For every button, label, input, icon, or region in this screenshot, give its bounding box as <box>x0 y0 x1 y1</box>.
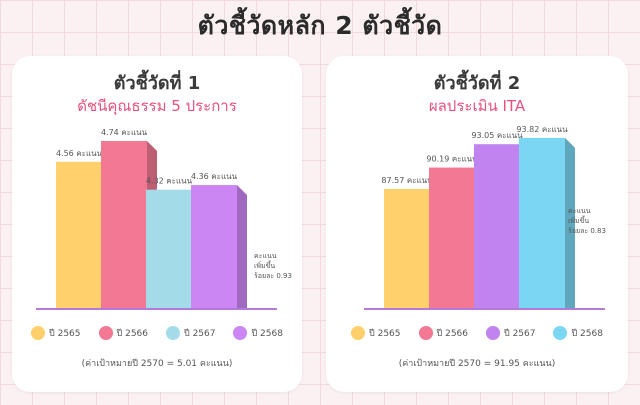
legend-label: ปี 2566 <box>436 329 468 339</box>
bar-front <box>56 161 102 308</box>
note-line: คะแนน <box>254 252 277 260</box>
legend-item: ปี 2568 <box>233 326 283 340</box>
bar-value-label: 93.82 คะแนน <box>516 125 568 134</box>
chart-subtitle: ดัชนีคุณธรรม 5 ประการ <box>77 97 237 115</box>
note-line: คะแนน <box>568 207 591 215</box>
legend-label: ปี 2566 <box>116 329 148 339</box>
legend-swatch <box>98 326 113 340</box>
legend-item: ปี 2566 <box>98 326 148 340</box>
bar-value-label: 4.74 คะแนน <box>101 128 148 137</box>
legend: ปี 2565 ปี 2566 ปี 2567 ปี 2568 <box>12 326 302 340</box>
chart-subtitle: ผลประเมิน ITA <box>428 97 526 115</box>
note-line: เพิ่มขึ้น <box>568 217 590 225</box>
legend-label: ปี 2565 <box>369 329 401 339</box>
bar-front <box>191 185 237 308</box>
bar-side <box>237 185 247 308</box>
bar <box>101 140 157 308</box>
bar-front <box>146 189 192 308</box>
bar-value-label: 4.56 คะแนน <box>56 149 103 158</box>
bar-front <box>384 188 430 308</box>
bar-value-label: 93.05 คะแนน <box>471 131 523 140</box>
bar-front <box>101 140 147 308</box>
indicator-card-2: ตัวชี้วัดที่ 2 ผลประเมิน ITA 87.57 คะแนน… <box>326 56 628 392</box>
legend-item: ปี 2567 <box>166 326 215 340</box>
note-line: เพิ่มขึ้น <box>254 262 276 270</box>
note-line: ร้อยละ 0.83 <box>568 227 606 235</box>
legend-item: ปี 2565 <box>351 326 401 340</box>
page-title: ตัวชี้วัดหลัก 2 ตัวชี้วัด <box>197 11 443 40</box>
legend-swatch <box>486 326 500 340</box>
legend-item: ปี 2566 <box>418 326 468 340</box>
chart-title: ตัวชี้วัดที่ 1 <box>113 73 201 94</box>
note-line: ร้อยละ 0.93 <box>254 272 292 280</box>
legend-swatch <box>31 326 46 340</box>
indicator-card-1: ตัวชี้วัดที่ 1 ดัชนีคุณธรรม 5 ประการ 4.5… <box>12 56 302 392</box>
legend-swatch <box>418 326 433 340</box>
increase-note: คะแนน เพิ่มขึ้น ร้อยละ 0.83 <box>568 206 608 236</box>
legend-item: ปี 2568 <box>553 326 603 340</box>
legend-label: ปี 2567 <box>504 329 536 339</box>
legend-swatch <box>553 326 568 340</box>
bar-front <box>474 144 520 308</box>
legend-label: ปี 2567 <box>184 329 216 339</box>
chart-title: ตัวชี้วัดที่ 2 <box>433 73 521 94</box>
bar-side <box>565 137 575 308</box>
bar-front <box>429 167 475 308</box>
target-note: (ค่าเป้าหมายปี 2570 = 5.01 คะแนน) <box>81 359 233 369</box>
legend-label: ปี 2565 <box>49 329 81 339</box>
bar-value-label: 4.36 คะแนน <box>191 172 238 181</box>
bar <box>191 185 247 308</box>
target-note: (ค่าเป้าหมายปี 2570 = 91.95 คะแนน) <box>398 359 556 369</box>
legend-label: ปี 2568 <box>251 329 283 339</box>
bar-value-label: 4.32 คะแนน <box>146 177 193 186</box>
increase-note: คะแนน เพิ่มขึ้น ร้อยละ 0.93 <box>254 251 294 281</box>
legend-item: ปี 2565 <box>31 326 81 340</box>
legend-label: ปี 2568 <box>571 329 603 339</box>
bar-front <box>519 137 565 308</box>
legend-swatch <box>166 326 180 340</box>
legend-swatch <box>351 326 366 340</box>
bar <box>519 137 575 308</box>
bar-value-label: 90.19 คะแนน <box>426 155 478 164</box>
legend-item: ปี 2567 <box>486 326 535 340</box>
legend-swatch <box>233 326 248 340</box>
legend: ปี 2565 ปี 2566 ปี 2567 ปี 2568 <box>326 326 628 340</box>
bar-value-label: 87.57 คะแนน <box>381 176 433 185</box>
